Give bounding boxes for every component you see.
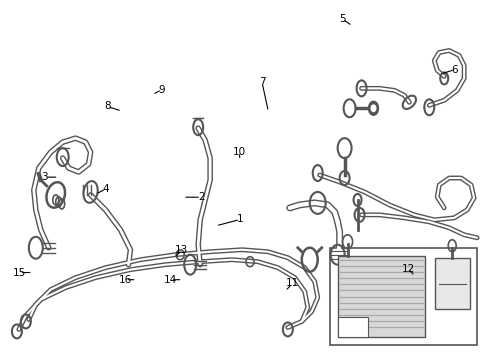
Text: 8: 8 — [104, 102, 111, 112]
Text: 15: 15 — [13, 267, 26, 278]
Text: 6: 6 — [452, 64, 458, 75]
Text: 3: 3 — [42, 172, 48, 182]
Ellipse shape — [370, 104, 376, 112]
Text: 14: 14 — [164, 275, 177, 285]
Text: 9: 9 — [159, 85, 165, 95]
Bar — [435, 258, 470, 310]
Text: 1: 1 — [237, 215, 244, 224]
Bar — [338, 318, 368, 337]
Text: 4: 4 — [102, 184, 109, 194]
Bar — [338, 256, 425, 337]
Text: 7: 7 — [259, 77, 266, 87]
Text: 2: 2 — [198, 192, 204, 202]
Text: 12: 12 — [402, 264, 415, 274]
Text: 16: 16 — [119, 275, 132, 285]
Bar — [330, 248, 477, 345]
Text: 10: 10 — [233, 147, 245, 157]
Ellipse shape — [368, 101, 378, 115]
Text: 5: 5 — [339, 14, 346, 24]
Text: 13: 13 — [175, 245, 188, 255]
Text: 11: 11 — [286, 278, 299, 288]
